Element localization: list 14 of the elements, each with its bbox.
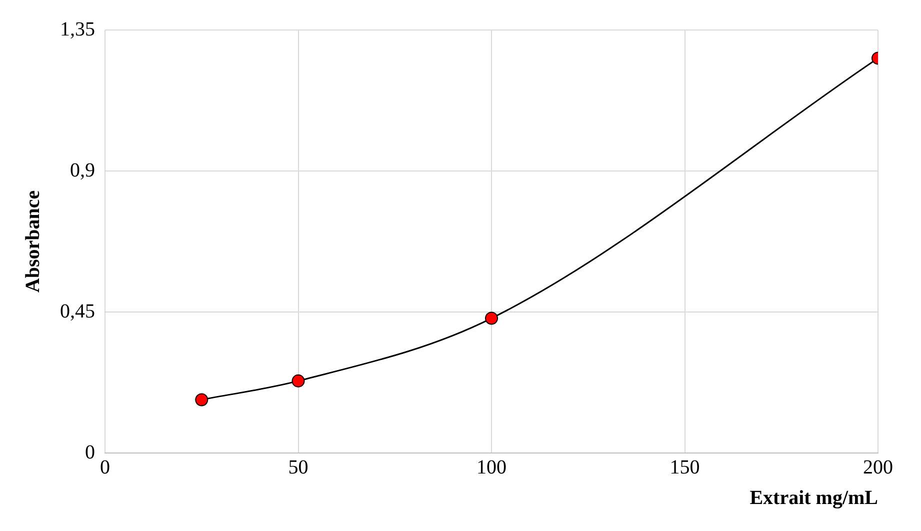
y-tick-label: 0,45	[60, 300, 95, 322]
point	[195, 393, 208, 406]
point	[485, 312, 498, 325]
point	[292, 374, 305, 388]
y-axis-title: Absorbance	[22, 190, 44, 293]
x-tick-label: 100	[476, 456, 506, 478]
y-tick-label: 0	[85, 441, 95, 464]
x-tick-label: 0	[100, 456, 110, 478]
y-tick-label: 1,35	[60, 18, 95, 40]
x-tick-label: 200	[863, 456, 893, 478]
x-axis-title: Extrait mg/mL	[750, 487, 878, 510]
x-tick-label: 50	[288, 456, 308, 478]
x-tick-label: 150	[670, 456, 700, 478]
y-tick-label: 0,9	[70, 159, 95, 182]
